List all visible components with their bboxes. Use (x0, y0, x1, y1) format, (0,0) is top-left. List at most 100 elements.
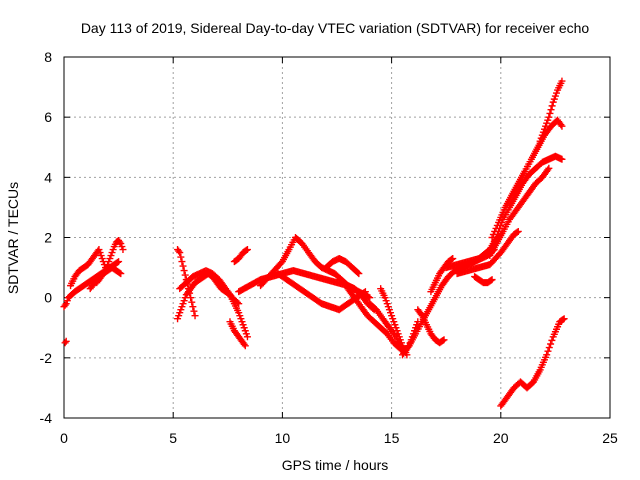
data-point (242, 246, 250, 254)
y-tick-label: 2 (44, 230, 52, 246)
x-tick-label: 15 (384, 430, 400, 446)
data-point (545, 344, 553, 352)
data-point (547, 106, 555, 114)
data-point (439, 337, 447, 345)
data-point (547, 340, 555, 348)
data-point (116, 238, 124, 246)
data-point (175, 247, 183, 255)
data-point (514, 227, 522, 235)
x-tick-label: 25 (602, 430, 618, 446)
data-point (558, 155, 566, 163)
data-point (61, 339, 69, 347)
data-point (559, 315, 567, 323)
y-tick-label: 0 (44, 290, 52, 306)
data-point (360, 289, 368, 297)
data-points (60, 77, 568, 410)
data-point (546, 109, 554, 117)
data-point (558, 77, 566, 85)
data-point (545, 113, 553, 121)
data-point (417, 310, 425, 318)
series-track-mid-14 (414, 306, 448, 347)
data-point (181, 271, 189, 279)
data-point (558, 122, 566, 130)
series-track-late-7 (497, 315, 568, 410)
data-point (440, 336, 448, 344)
data-point (187, 294, 195, 302)
series-track-early-4 (86, 264, 125, 293)
data-point (513, 228, 521, 236)
data-point (177, 253, 185, 261)
data-point (176, 249, 184, 257)
data-point (188, 298, 196, 306)
series-track-mid-3 (176, 267, 243, 308)
chart-title: Day 113 of 2019, Sidereal Day-to-day VTE… (81, 20, 590, 36)
series-track-early-2 (67, 246, 109, 290)
series-track-mid-2 (174, 246, 199, 320)
series-track-late-3 (536, 77, 566, 145)
data-point (119, 246, 127, 254)
data-point (545, 164, 553, 172)
x-tick-label: 5 (169, 430, 177, 446)
data-point (488, 276, 496, 284)
series-track-mid-8 (274, 270, 369, 314)
series-track-mid-12 (377, 285, 411, 359)
y-tick-label: -4 (40, 410, 53, 426)
data-point (354, 269, 362, 277)
data-point (366, 294, 374, 302)
series-track-late-4 (486, 164, 553, 260)
data-point (543, 351, 551, 359)
data-point (115, 258, 123, 266)
series-track-mid-5 (230, 246, 251, 266)
data-point (548, 336, 556, 344)
data-point (557, 121, 565, 129)
series-track-mid-15 (427, 255, 457, 296)
data-point (178, 258, 186, 266)
data-point (189, 303, 197, 311)
data-point (62, 337, 70, 345)
data-point (448, 255, 456, 263)
data-point (179, 262, 187, 270)
series-track-late-5 (453, 227, 522, 278)
data-point (184, 285, 192, 293)
series-track-mid-9 (322, 255, 363, 278)
data-point (190, 307, 198, 315)
data-point (191, 312, 199, 320)
data-point (233, 298, 241, 306)
data-point (544, 166, 552, 174)
data-point (361, 288, 369, 296)
data-point (186, 289, 194, 297)
grid (64, 57, 610, 418)
x-tick-label: 0 (60, 430, 68, 446)
data-point (235, 300, 243, 308)
data-point (544, 347, 552, 355)
data-point (241, 342, 249, 350)
y-axis-label: SDTVAR / TECUs (5, 182, 21, 294)
series-track-mid-4 (226, 318, 249, 350)
data-point (548, 102, 556, 110)
x-axis: 0 5 10 15 20 25 (60, 57, 618, 446)
data-point (117, 270, 125, 278)
data-point (240, 340, 248, 348)
x-axis-label: GPS time / hours (282, 457, 389, 473)
y-axis: -4 -2 0 2 4 6 8 (40, 49, 610, 426)
y-tick-label: 8 (44, 49, 52, 65)
data-point (560, 315, 568, 323)
x-tick-label: 20 (493, 430, 509, 446)
data-point (116, 269, 124, 277)
x-tick-label: 10 (275, 430, 291, 446)
data-point (449, 255, 457, 263)
data-point (487, 276, 495, 284)
series-track-late-2 (488, 116, 566, 241)
data-point (243, 333, 251, 341)
data-point (355, 270, 363, 278)
data-point (243, 246, 251, 254)
data-point (404, 343, 412, 351)
y-tick-label: -2 (40, 350, 53, 366)
series-track-early-5 (61, 337, 70, 347)
y-tick-label: 6 (44, 109, 52, 125)
series-track-late-6 (471, 273, 496, 287)
data-point (180, 267, 188, 275)
y-tick-label: 4 (44, 169, 52, 185)
data-point (114, 258, 122, 266)
